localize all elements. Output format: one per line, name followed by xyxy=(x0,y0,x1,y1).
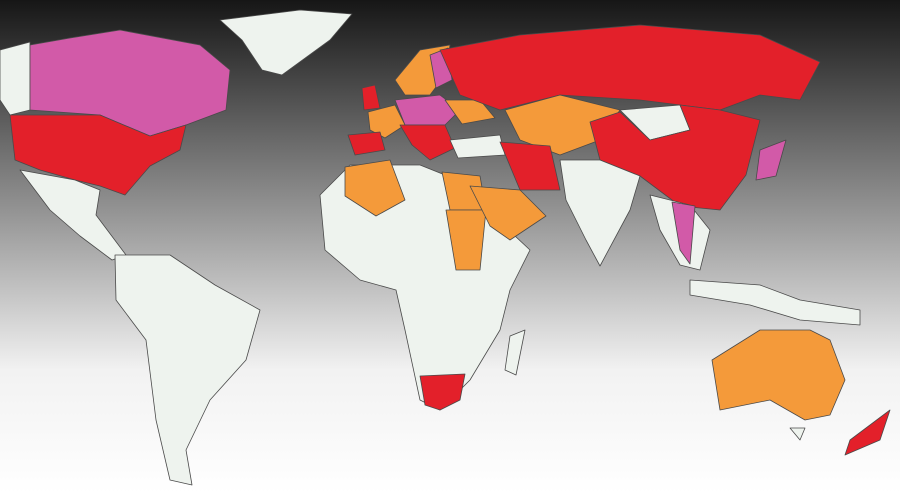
south-america xyxy=(114,254,261,486)
new-zealand xyxy=(844,409,891,456)
spain xyxy=(347,131,386,156)
arabia xyxy=(469,185,547,241)
canada xyxy=(29,29,231,137)
tasmania xyxy=(789,427,806,441)
madagascar xyxy=(504,329,526,376)
thailand xyxy=(671,201,696,265)
usa xyxy=(9,114,187,196)
russia xyxy=(439,24,821,111)
indonesia xyxy=(689,279,861,326)
japan xyxy=(755,139,787,181)
central-europe xyxy=(394,94,461,126)
india xyxy=(559,159,641,267)
countries xyxy=(0,9,891,486)
south-africa xyxy=(419,373,466,411)
france xyxy=(367,104,406,139)
ukraine xyxy=(444,99,496,125)
australia xyxy=(711,329,846,421)
iran xyxy=(499,141,561,191)
italy-balkans xyxy=(399,124,456,161)
algeria xyxy=(344,159,406,217)
greenland xyxy=(219,9,353,76)
uk xyxy=(361,84,381,111)
sudan xyxy=(445,209,487,271)
alaska xyxy=(0,41,31,116)
